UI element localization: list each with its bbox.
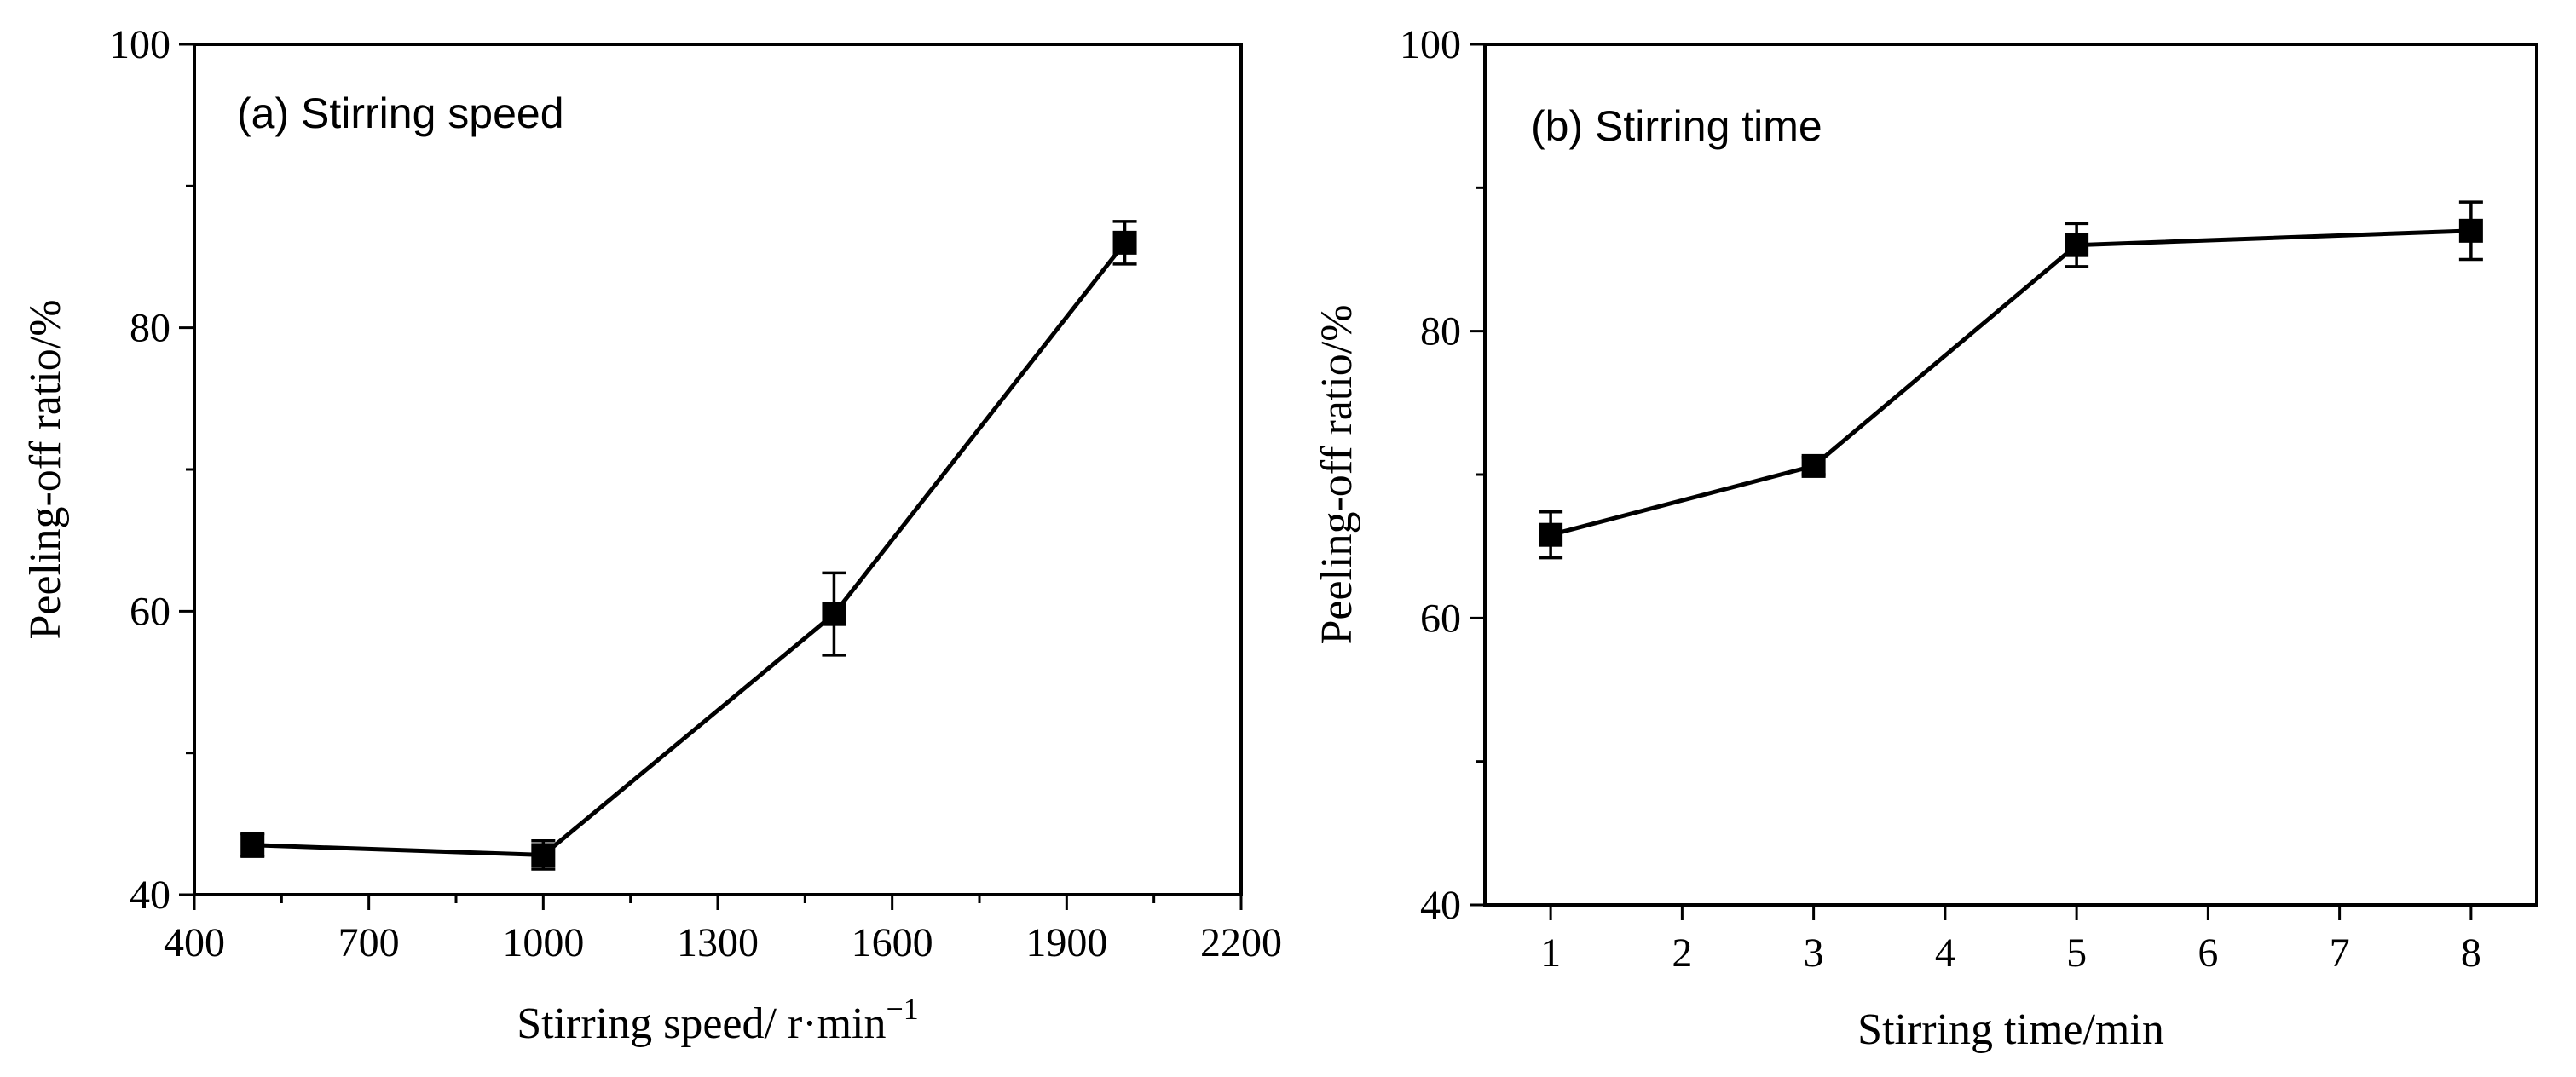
y-tick-label: 100 [109, 22, 170, 67]
x-axis-title-text: Stirring time/min [1857, 1005, 2164, 1054]
panel-title: (a) Stirring speed [237, 89, 564, 137]
x-axis-title-superscript: −1 [886, 992, 918, 1026]
y-tick-label: 60 [130, 589, 170, 634]
x-axis-title: Stirring time/min [1857, 1005, 2164, 1054]
plot-frame [193, 43, 1243, 896]
y-tick-label: 100 [1400, 22, 1461, 67]
x-tick-label: 5 [2066, 930, 2087, 976]
y-tick-label: 40 [1420, 883, 1461, 928]
x-tick-label: 7 [2330, 930, 2350, 976]
plot-frame [1483, 43, 2538, 907]
data-point [822, 602, 846, 626]
y-axis-title: Peeling-off ratio/% [1313, 304, 1361, 644]
chart-panel-a: 400 700 1000 1300 1600 1900 2200 40 60 80 100 (a) S… [21, 22, 1282, 1048]
x-axis-title: Stirring speed/ r·min−1 [517, 992, 919, 1048]
y-tick-label: 80 [130, 306, 170, 351]
y-tick-label: 60 [1420, 596, 1461, 641]
x-tick-label: 1600 [852, 920, 933, 965]
x-tick-label: 2 [1672, 930, 1692, 976]
y-axis-title: Peeling-off ratio/% [21, 299, 70, 639]
data-point [2065, 233, 2089, 257]
x-tick-label: 1300 [677, 920, 759, 965]
chart-panel-b: 1 2 3 4 5 6 7 8 40 60 80 100 (b) Stirring time Stirri… [1313, 22, 2538, 1054]
data-point [240, 832, 265, 857]
y-tick-label: 40 [130, 873, 170, 918]
series-line [252, 241, 1127, 857]
x-tick-label: 400 [164, 920, 225, 965]
data-point [1801, 453, 1826, 478]
x-tick-label: 8 [2461, 930, 2481, 976]
data-point [1539, 522, 1563, 547]
x-tick-label: 1 [1540, 930, 1561, 976]
x-tick-label: 4 [1935, 930, 1955, 976]
series-line [1550, 228, 2471, 538]
x-axis-title-text: Stirring speed/ r·min [517, 999, 886, 1048]
x-tick-label: 3 [1804, 930, 1824, 976]
x-tick-label: 1900 [1025, 920, 1107, 965]
x-tick-label: 700 [338, 920, 400, 965]
x-tick-label: 1000 [502, 920, 584, 965]
data-point [1112, 230, 1137, 255]
x-tick-label: 2200 [1200, 920, 1282, 965]
data-point [2458, 218, 2483, 243]
y-tick-label: 80 [1420, 309, 1461, 354]
panel-title: (b) Stirring time [1531, 102, 1822, 150]
data-point [531, 843, 556, 867]
x-tick-label: 6 [2198, 930, 2218, 976]
